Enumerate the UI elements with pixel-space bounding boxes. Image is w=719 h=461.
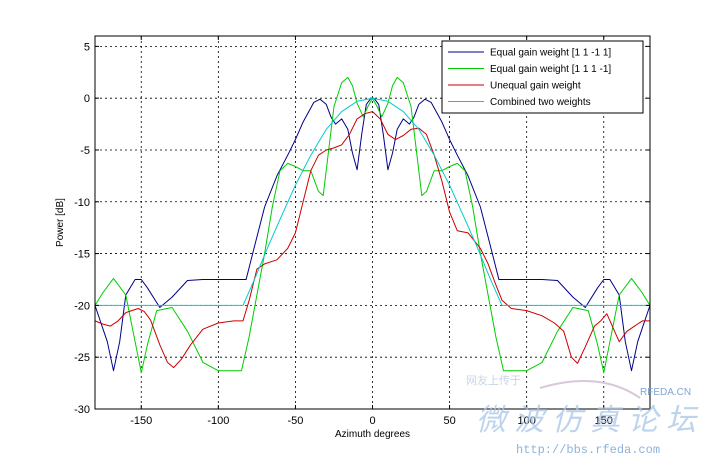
y-tick-label: -30 [74,404,90,416]
watermark-uploader-text: 网友上传于 [466,373,521,387]
x-tick-label: 0 [369,415,375,427]
y-tick-label: -15 [74,249,90,261]
legend-label: Combined two weights [490,97,591,108]
x-tick-label: 50 [443,415,455,427]
series-line-4 [95,97,650,306]
watermark-forum-name: 微波仿真论坛 [476,404,704,437]
legend: Equal gain weight [1 1 -1 1] Equal gain w… [441,40,644,114]
y-axis-label: Power [dB] [55,198,66,247]
watermark: 网友上传于 RFEDA.CN 微波仿真论坛 http://bbs.rfeda.c… [466,373,704,457]
y-tick-label: -5 [80,145,90,157]
series-group [94,76,651,374]
y-tick-label: 5 [84,41,90,53]
legend-label: Unequal gain weight [490,81,581,92]
y-tick-label: -10 [74,197,90,209]
x-tick-label: -100 [207,415,229,427]
x-tick-label: -150 [130,415,152,427]
watermark-url: http://bbs.rfeda.com [516,443,660,457]
y-tick-label: 0 [84,93,90,105]
x-tick-label: -50 [287,415,303,427]
watermark-swoosh-icon [539,379,641,399]
legend-label: Equal gain weight [1 1 -1 1] [490,48,611,59]
x-axis-label: Azimuth degrees [335,429,410,440]
x-tick-label: 150 [595,415,613,427]
grid [95,36,650,410]
legend-label: Equal gain weight [1 1 1 -1] [490,64,611,75]
y-tick-label: -25 [74,352,90,364]
x-tick-label: 100 [517,415,535,427]
watermark-site-tag: RFEDA.CN [640,387,691,398]
series-line-3 [94,111,650,369]
y-tick-label: -20 [74,300,90,312]
